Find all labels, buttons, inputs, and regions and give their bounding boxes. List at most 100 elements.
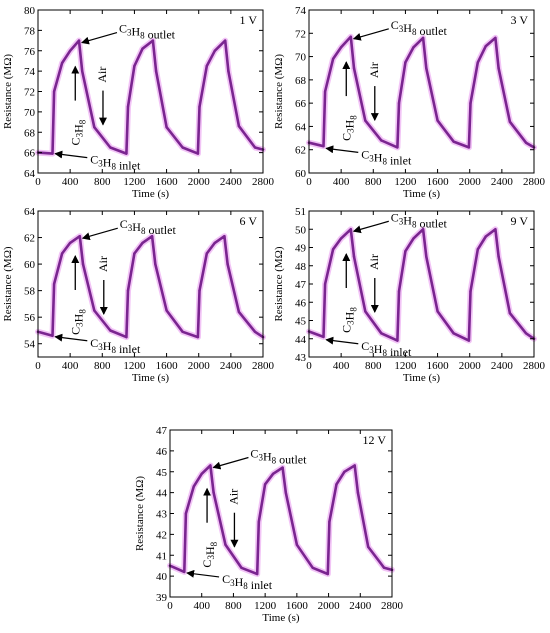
- data-point: [68, 241, 72, 245]
- inlet-label: C3H8 inlet: [222, 572, 273, 592]
- outlet-label: C3H8 outlet: [120, 217, 177, 237]
- data-point: [436, 119, 439, 122]
- gas-label: C3H8: [200, 541, 219, 567]
- series-glow: [35, 37, 266, 157]
- y-tick-label: 70: [24, 107, 36, 119]
- x-tick-label: 800: [365, 360, 382, 372]
- data-point: [257, 520, 260, 523]
- data-point: [412, 46, 415, 49]
- inlet-arrow: [54, 333, 88, 342]
- data-point: [380, 139, 383, 142]
- data-point: [151, 39, 155, 42]
- data-point: [213, 241, 216, 245]
- data-point: [339, 46, 343, 49]
- series-glow: [306, 33, 537, 151]
- x-tick-label: 2800: [523, 360, 546, 372]
- y-tick-label: 68: [295, 75, 307, 87]
- gas-label: C3H8: [68, 309, 87, 335]
- data-point: [205, 64, 208, 68]
- y-tick-label: 50: [295, 224, 307, 236]
- x-tick-label: 2000: [459, 176, 482, 188]
- y-tick-label: 44: [156, 488, 168, 500]
- inlet-arrow: [325, 145, 359, 154]
- data-point: [524, 332, 528, 335]
- data-point: [253, 330, 257, 333]
- data-point: [198, 289, 201, 292]
- x-tick-label: 1200: [394, 360, 417, 372]
- data-point: [196, 152, 200, 155]
- data-point: [524, 141, 528, 144]
- air-label: Air: [226, 489, 240, 505]
- data-point: [154, 69, 158, 73]
- data-point: [51, 334, 54, 337]
- x-tick-label: 1200: [254, 600, 277, 612]
- inlet-label: C3H8 inlet: [90, 336, 141, 356]
- outlet-label: C3H8 outlet: [119, 22, 176, 42]
- data-point: [141, 47, 144, 50]
- y-tick-label: 60: [295, 168, 307, 180]
- y-tick-label: 64: [24, 206, 36, 218]
- y-axis-label: Resistance (MΩ): [2, 246, 14, 321]
- x-tick-label: 2000: [188, 176, 211, 188]
- y-tick-label: 51: [295, 206, 306, 218]
- data-point: [404, 250, 407, 253]
- data-point: [508, 312, 512, 315]
- x-tick-label: 2800: [523, 176, 546, 188]
- outlet-arrow: [352, 220, 389, 234]
- air-label: Air: [96, 256, 110, 272]
- y-tick-label: 47: [295, 279, 307, 291]
- data-point: [181, 146, 184, 149]
- y-tick-label: 58: [24, 286, 36, 298]
- y-tick-label: 45: [156, 467, 168, 479]
- x-axis-label: Time (s): [403, 188, 441, 200]
- series-line: [36, 39, 265, 155]
- data-point: [484, 44, 487, 48]
- x-tick-label: 2800: [381, 600, 404, 612]
- data-point: [326, 572, 329, 576]
- x-tick-label: 1600: [156, 176, 179, 188]
- data-point: [240, 566, 243, 569]
- data-point: [436, 310, 439, 313]
- data-point: [125, 152, 128, 155]
- y-tick-label: 39: [156, 592, 168, 604]
- data-point: [125, 335, 128, 339]
- outlet-label: C3H8 outlet: [250, 446, 307, 466]
- data-point: [364, 119, 367, 122]
- data-point: [467, 146, 471, 149]
- outlet-label: C3H8 outlet: [391, 210, 448, 230]
- y-tick-label: 66: [295, 98, 307, 110]
- chart-panel-2: 0 400 800 1200 1600 2000 2400 2800 60 62 64 66 68 70 7…: [273, 5, 546, 200]
- data-point: [184, 512, 188, 515]
- y-axis-label: Resistance (MΩ): [273, 246, 285, 321]
- x-tick-label: 800: [365, 176, 382, 188]
- data-point: [425, 67, 428, 70]
- data-point: [425, 255, 428, 258]
- series-glow: [306, 226, 537, 344]
- series-line: [168, 464, 394, 576]
- data-point: [469, 290, 472, 293]
- data-point: [165, 309, 168, 312]
- series-line: [307, 228, 536, 342]
- x-tick-label: 0: [35, 176, 41, 188]
- inlet-label: C3H8 inlet: [90, 153, 141, 173]
- data-point: [494, 36, 497, 40]
- x-tick-label: 400: [333, 360, 350, 372]
- x-tick-label: 1600: [427, 176, 450, 188]
- y-tick-label: 62: [24, 233, 35, 245]
- data-point: [196, 335, 200, 339]
- outlet-arrow: [352, 28, 389, 41]
- data-point: [484, 235, 487, 238]
- data-point: [133, 252, 136, 255]
- data-point: [78, 235, 82, 238]
- data-point: [271, 472, 275, 475]
- x-tick-label: 1600: [286, 600, 309, 612]
- y-tick-label: 74: [295, 5, 307, 17]
- y-tick-label: 72: [24, 87, 35, 99]
- y-tick-label: 76: [24, 46, 36, 58]
- x-axis-label: Time (s): [403, 372, 441, 384]
- data-point: [237, 310, 241, 314]
- x-tick-label: 1200: [394, 176, 417, 188]
- data-point: [382, 566, 386, 569]
- data-point: [352, 67, 356, 70]
- voltage-label: 3 V: [511, 13, 529, 27]
